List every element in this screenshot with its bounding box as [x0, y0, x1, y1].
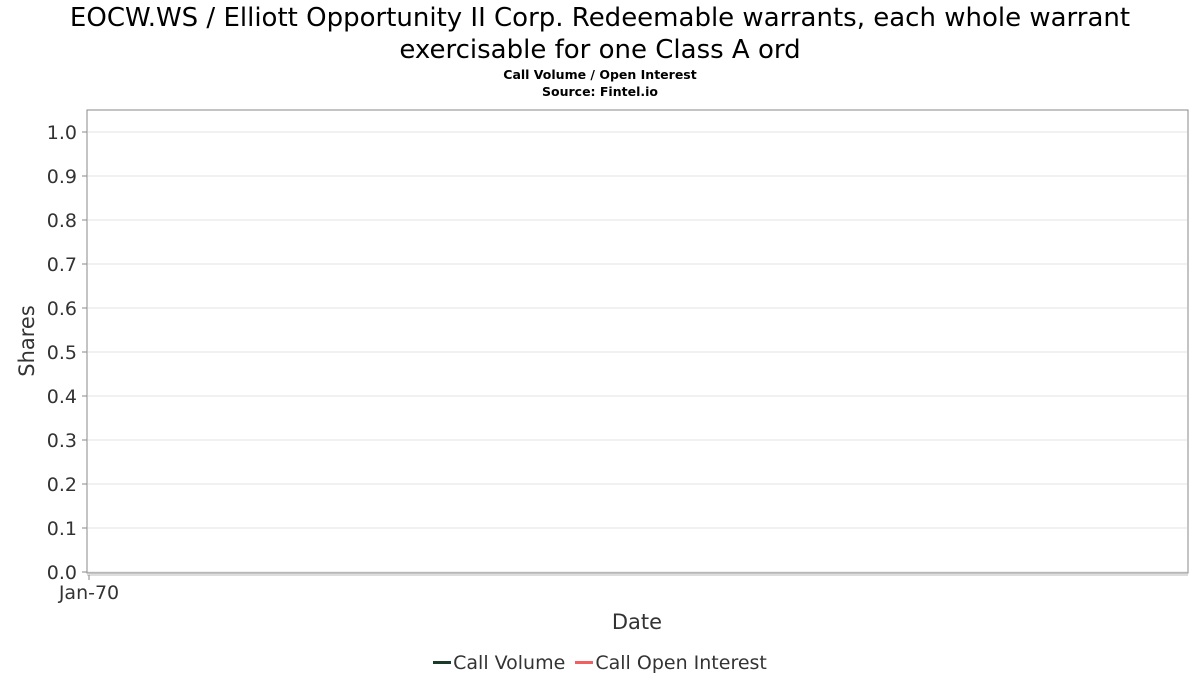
y-tick-label-0: 0.0	[47, 562, 77, 584]
plot-border	[86, 109, 1189, 574]
x-tick-label-0: Jan-70	[58, 582, 119, 604]
legend-swatch-call-open-interest	[575, 661, 594, 664]
chart-title-line-1: EOCW.WS / Elliott Opportunity II Corp. R…	[69, 3, 1131, 33]
legend: Call Volume Call Open Interest	[0, 647, 1200, 674]
chart-title-line-2: exercisable for one Class A ord	[399, 35, 801, 65]
y-tick-label-7: 0.7	[47, 254, 77, 276]
legend-item-call-volume[interactable]: Call Volume	[433, 652, 565, 674]
chart-source: Source: Fintel.io	[542, 84, 658, 99]
y-tick-label-10: 1.0	[47, 122, 77, 144]
y-tick-label-5: 0.5	[47, 342, 77, 364]
y-axis-title: Shares	[15, 305, 39, 377]
legend-label-call-volume: Call Volume	[453, 651, 566, 674]
legend-swatch-call-volume	[433, 661, 452, 664]
y-tick-label-9: 0.9	[47, 166, 77, 188]
x-axis-title: Date	[612, 610, 662, 634]
y-tick-label-2: 0.2	[47, 474, 77, 496]
x-axis-ticks: Jan-70	[58, 575, 119, 604]
y-tick-label-4: 0.4	[47, 386, 77, 408]
y-tick-label-1: 0.1	[47, 518, 77, 540]
y-axis-ticks: 0.0 0.1 0.2 0.3 0.4 0.5 0.6 0.7 0.8 0.9 1.0	[47, 122, 87, 584]
legend-item-call-open-interest[interactable]: Call Open Interest	[575, 652, 767, 674]
y-tick-label-3: 0.3	[47, 430, 77, 452]
chart-subtitle: Call Volume / Open Interest	[503, 67, 697, 82]
legend-label-call-open-interest: Call Open Interest	[595, 651, 767, 674]
y-tick-label-8: 0.8	[47, 210, 77, 232]
y-tick-label-6: 0.6	[47, 298, 77, 320]
gridlines	[87, 131, 1188, 576]
